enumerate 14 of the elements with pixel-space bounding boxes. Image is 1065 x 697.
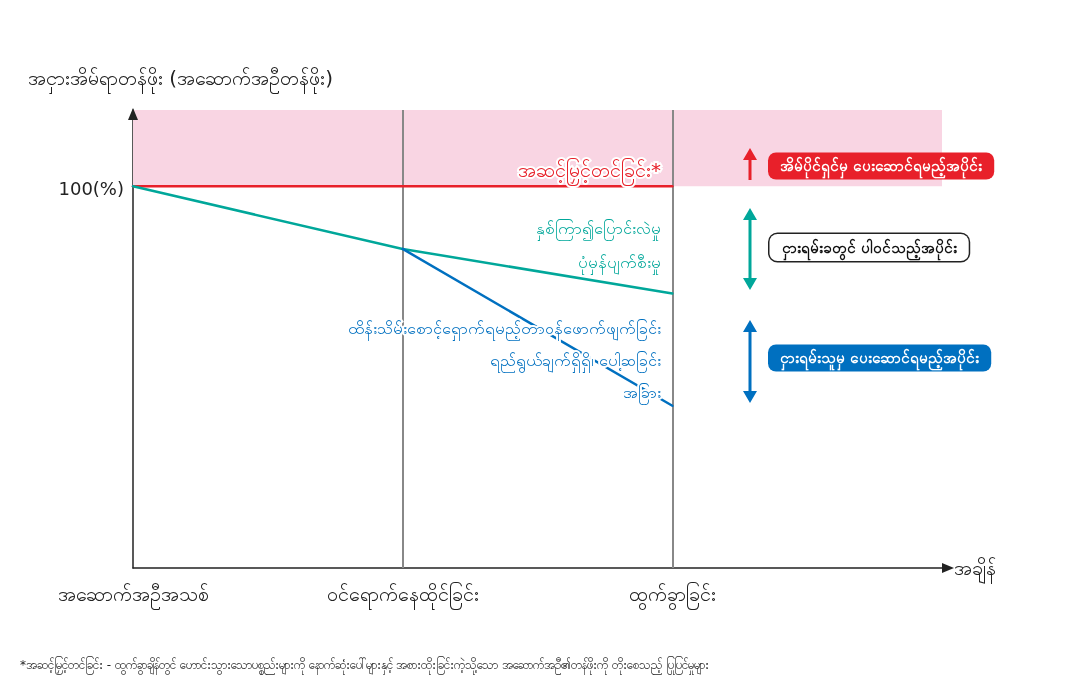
annotation: ရည်ရွယ်ချက်ရှိရှိ၊ ပေါ့ဆခြင်း — [489, 350, 662, 373]
text: 100(%) — [58, 177, 125, 199]
text: အိမ်ပိုင်ရှင်မှ ပေးဆောင်ရမည့်အပိုင်း — [780, 156, 983, 179]
x-axis-title: အချိန် — [954, 556, 996, 584]
x-tick-label: ထွက်ခွာခြင်း — [628, 582, 716, 610]
annotation: ပုံမှန်ပျက်စီးမှု — [578, 252, 661, 275]
text: အဆင့်မြှင့်တင်ခြင်း* — [518, 158, 661, 186]
x-tick-label: အဆောက်အဦအသစ် — [57, 582, 209, 610]
annotation: နှစ်ကြာ၍ပြောင်းလဲမှု — [536, 218, 661, 241]
y-axis-title: အငှားအိမ်ရာတန်ဖိုး (အဆောက်အဦတန်ဖိုး) — [28, 66, 333, 94]
x-tick-label: ဝင်ရောက်နေထိုင်ခြင်း — [326, 582, 479, 610]
annotation: ငှားရမ်းခတွင် ပါဝင်သည့်အပိုင်း — [781, 237, 957, 261]
text: *အဆင့်မြှင့်တင်ခြင်း - ထွက်ခွာချိန်တွင် ဟောင်းသွားသောပစ္စည်းများကို နောက်ဆုံးပေါ်များနှင့် အစားထိုးခြင်းကဲ့သို့သော အဆောက်အဦ၏တန်ဖိုးကို တိုးစေသည့် ပြုပြင်မှုများ — [20, 656, 709, 675]
annotation: ငှားရမ်းသူမှ ပေးဆောင်ရမည့်အပိုင်း — [780, 348, 980, 371]
